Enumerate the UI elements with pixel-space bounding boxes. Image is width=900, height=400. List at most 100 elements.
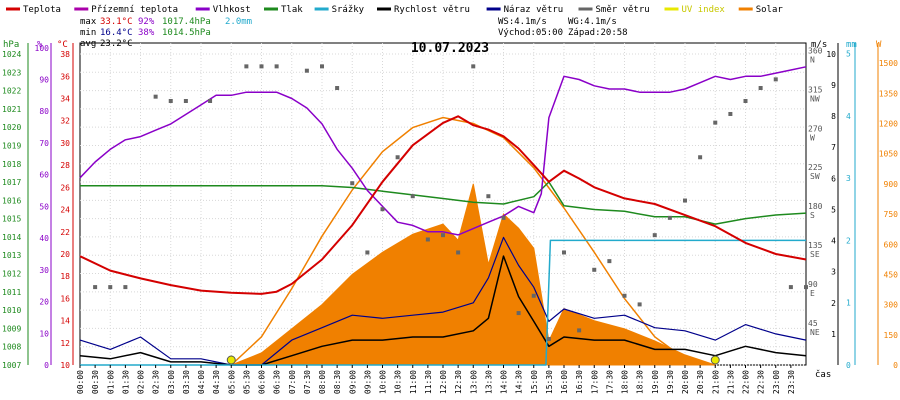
tick-label-time: 06:00 xyxy=(258,370,267,394)
tick-label-time: 15:00 xyxy=(530,370,539,394)
wind-direction-point xyxy=(93,285,98,290)
tick-label-deg: 10 xyxy=(60,361,70,370)
tick-label-hpa: 1009 xyxy=(2,324,21,333)
wind-direction-point xyxy=(577,328,582,333)
tick-label-pct: 30 xyxy=(39,266,49,275)
tick-label-hpa: 1017 xyxy=(2,178,21,187)
wind-direction-point xyxy=(259,64,264,69)
wind-direction-point xyxy=(304,68,309,73)
tick-label-w: 300 xyxy=(884,301,899,310)
tick-label-time: 09:00 xyxy=(348,370,357,394)
tick-label-direction-name: S xyxy=(810,211,815,220)
tick-label-direction-name: SE xyxy=(810,250,820,259)
tick-label-direction-name: N xyxy=(810,55,815,64)
tick-label-time: 09:30 xyxy=(363,370,372,394)
legend-label: Solar xyxy=(756,5,784,15)
wind-direction-point xyxy=(531,293,536,298)
wind-direction-point xyxy=(698,155,703,160)
axis-unit-w: W xyxy=(876,40,882,50)
wind-direction-point xyxy=(773,77,778,82)
legend-label: Teplota xyxy=(23,5,61,15)
wind-gust-line xyxy=(79,236,807,366)
tick-label-time: 21:30 xyxy=(726,370,735,394)
wind-speed-line xyxy=(79,255,807,366)
axis-unit-ms: m/s xyxy=(811,40,827,50)
tick-label-hpa: 1015 xyxy=(2,215,21,224)
wind-direction-point xyxy=(320,64,324,69)
solar-clear-sky-line xyxy=(230,116,716,366)
wind-direction-point xyxy=(380,207,385,212)
tick-label-time: 21:00 xyxy=(711,370,720,394)
tick-label-pct: 40 xyxy=(39,234,49,243)
tick-label-time: 05:30 xyxy=(242,370,251,394)
wind-direction-point xyxy=(244,64,249,69)
tick-label-direction: 270 xyxy=(808,124,823,133)
tick-label-direction: 45 xyxy=(808,319,818,328)
wind-direction-point xyxy=(607,259,612,264)
stats-value: Východ:05:00 xyxy=(498,28,563,38)
tick-label-time: 00:30 xyxy=(91,370,100,394)
tick-label-time: 02:30 xyxy=(152,370,161,394)
wind-direction-point xyxy=(123,285,128,290)
tick-label-pct: 90 xyxy=(39,75,49,84)
tick-label-w: 600 xyxy=(884,240,899,249)
tick-label-ms: 3 xyxy=(831,268,836,277)
tick-label-direction: 180 xyxy=(808,202,823,211)
tick-label-time: 12:00 xyxy=(439,370,448,394)
tick-label-time: 01:30 xyxy=(121,370,130,394)
tick-label-w: 750 xyxy=(884,210,899,219)
wind-direction-point xyxy=(335,86,340,91)
wind-direction-point xyxy=(471,64,476,69)
uv-index-marker xyxy=(226,355,236,365)
stats-value: 33.1°C xyxy=(100,17,133,27)
tick-label-hpa: 1018 xyxy=(2,160,21,169)
tick-label-deg: 34 xyxy=(60,95,70,104)
tick-label-deg: 20 xyxy=(60,250,70,259)
tick-label-mm: 2 xyxy=(846,236,851,245)
tick-label-time: 19:00 xyxy=(651,370,660,394)
wind-direction-point xyxy=(486,194,491,199)
stats-value: 16.4°C xyxy=(100,28,133,38)
tick-label-direction-name: NW xyxy=(810,94,820,103)
wind-direction-point xyxy=(108,285,113,290)
tick-label-pct: 0 xyxy=(44,361,49,370)
wind-direction-point xyxy=(713,120,718,125)
wind-direction-point xyxy=(622,293,627,298)
tick-label-w: 1200 xyxy=(879,120,898,129)
stats-value: 2.0mm xyxy=(225,17,252,27)
tick-label-direction-name: NE xyxy=(810,328,820,337)
tick-label-time: 16:00 xyxy=(560,370,569,394)
tick-label-time: 18:00 xyxy=(621,370,630,394)
tick-label-time: 12:30 xyxy=(454,370,463,394)
wind-direction-point xyxy=(153,94,158,99)
tick-label-time: 19:30 xyxy=(666,370,675,394)
tick-label-time: 22:30 xyxy=(757,370,766,394)
tick-label-hpa: 1021 xyxy=(2,105,21,114)
axis-unit-mm: mm xyxy=(846,40,857,50)
tick-label-time: 13:00 xyxy=(469,370,478,394)
uv-index-marker xyxy=(710,355,720,365)
tick-label-hpa: 1012 xyxy=(2,270,21,279)
wind-direction-point xyxy=(562,250,566,255)
tick-label-time: 07:30 xyxy=(303,370,312,394)
tick-label-hpa: 1007 xyxy=(2,361,21,370)
tick-label-time: 07:00 xyxy=(288,370,297,394)
tick-label-ms: 7 xyxy=(831,143,836,152)
rain-line xyxy=(80,239,806,366)
tick-label-deg: 28 xyxy=(60,161,70,170)
wind-direction-point xyxy=(365,250,370,255)
tick-label-ms: 2 xyxy=(831,299,836,308)
tick-label-deg: 32 xyxy=(60,117,70,126)
tick-label-w: 0 xyxy=(893,361,898,370)
tick-label-time: 23:30 xyxy=(787,370,796,394)
stats-value: 1014.5hPa xyxy=(162,28,211,38)
tick-label-deg: 36 xyxy=(60,72,70,81)
tick-label-w: 450 xyxy=(884,270,899,279)
legend-label: Srážky xyxy=(332,5,365,15)
wind-direction-point xyxy=(758,86,763,91)
tick-label-ms: 1 xyxy=(831,330,836,339)
wind-direction-point xyxy=(592,267,597,272)
tick-label-time: 03:30 xyxy=(182,370,191,394)
tick-label-mm: 3 xyxy=(846,174,851,183)
